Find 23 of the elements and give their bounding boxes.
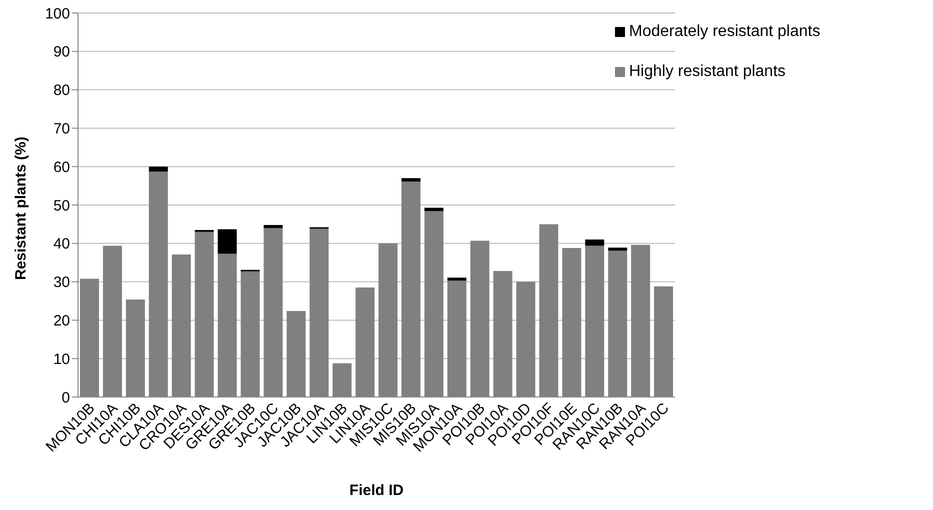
y-tick-label: 90 [53,44,70,61]
bar [585,240,604,246]
y-tick-label: 0 [62,389,70,406]
y-tick-label: 60 [53,158,70,176]
y-axis-title: Resistant plants (%) [12,136,30,280]
x-axis-title: Field ID [349,482,404,499]
bar [264,224,283,228]
bar [148,166,168,172]
y-tick-label: 40 [53,236,70,253]
y-tick-label: 80 [53,82,70,100]
bar [401,178,420,182]
legend-label: Highly resistant plants [629,63,786,81]
legend-label: Moderately resistant plants [629,23,820,41]
y-tick-label: 20 [53,312,70,330]
y-tick-label: 10 [53,350,70,368]
bar [447,278,466,281]
bar [218,229,237,254]
y-tick-label: 30 [53,274,70,292]
bar [608,248,628,251]
bar [424,208,444,212]
y-tick-label: 70 [53,120,70,138]
y-tick-label: 50 [53,197,70,214]
y-tick-label: 100 [44,5,70,22]
